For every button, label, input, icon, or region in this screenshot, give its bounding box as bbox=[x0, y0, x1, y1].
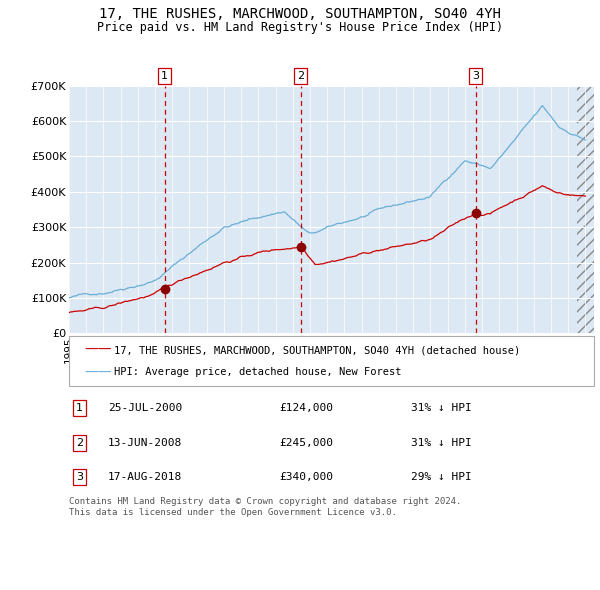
Text: ——: —— bbox=[84, 365, 112, 379]
Text: £340,000: £340,000 bbox=[279, 472, 333, 482]
Text: 17, THE RUSHES, MARCHWOOD, SOUTHAMPTON, SO40 4YH (detached house): 17, THE RUSHES, MARCHWOOD, SOUTHAMPTON, … bbox=[114, 345, 520, 355]
Text: 2: 2 bbox=[76, 438, 83, 448]
Text: 31% ↓ HPI: 31% ↓ HPI bbox=[411, 404, 472, 414]
Text: ——: —— bbox=[84, 343, 112, 358]
Text: 3: 3 bbox=[76, 472, 83, 482]
Text: £245,000: £245,000 bbox=[279, 438, 333, 448]
Bar bbox=[577, 86, 594, 333]
Text: Price paid vs. HM Land Registry's House Price Index (HPI): Price paid vs. HM Land Registry's House … bbox=[97, 21, 503, 34]
Text: 3: 3 bbox=[472, 71, 479, 81]
Text: 1: 1 bbox=[161, 71, 168, 81]
Text: 1: 1 bbox=[76, 404, 83, 414]
Text: 25-JUL-2000: 25-JUL-2000 bbox=[108, 404, 182, 414]
Text: 17, THE RUSHES, MARCHWOOD, SOUTHAMPTON, SO40 4YH: 17, THE RUSHES, MARCHWOOD, SOUTHAMPTON, … bbox=[99, 7, 501, 21]
Text: Contains HM Land Registry data © Crown copyright and database right 2024.
This d: Contains HM Land Registry data © Crown c… bbox=[69, 497, 461, 517]
Text: 31% ↓ HPI: 31% ↓ HPI bbox=[411, 438, 472, 448]
Text: 17-AUG-2018: 17-AUG-2018 bbox=[108, 472, 182, 482]
Text: HPI: Average price, detached house, New Forest: HPI: Average price, detached house, New … bbox=[114, 368, 401, 378]
Text: 13-JUN-2008: 13-JUN-2008 bbox=[108, 438, 182, 448]
Text: 29% ↓ HPI: 29% ↓ HPI bbox=[411, 472, 472, 482]
Text: £124,000: £124,000 bbox=[279, 404, 333, 414]
Text: 2: 2 bbox=[297, 71, 304, 81]
